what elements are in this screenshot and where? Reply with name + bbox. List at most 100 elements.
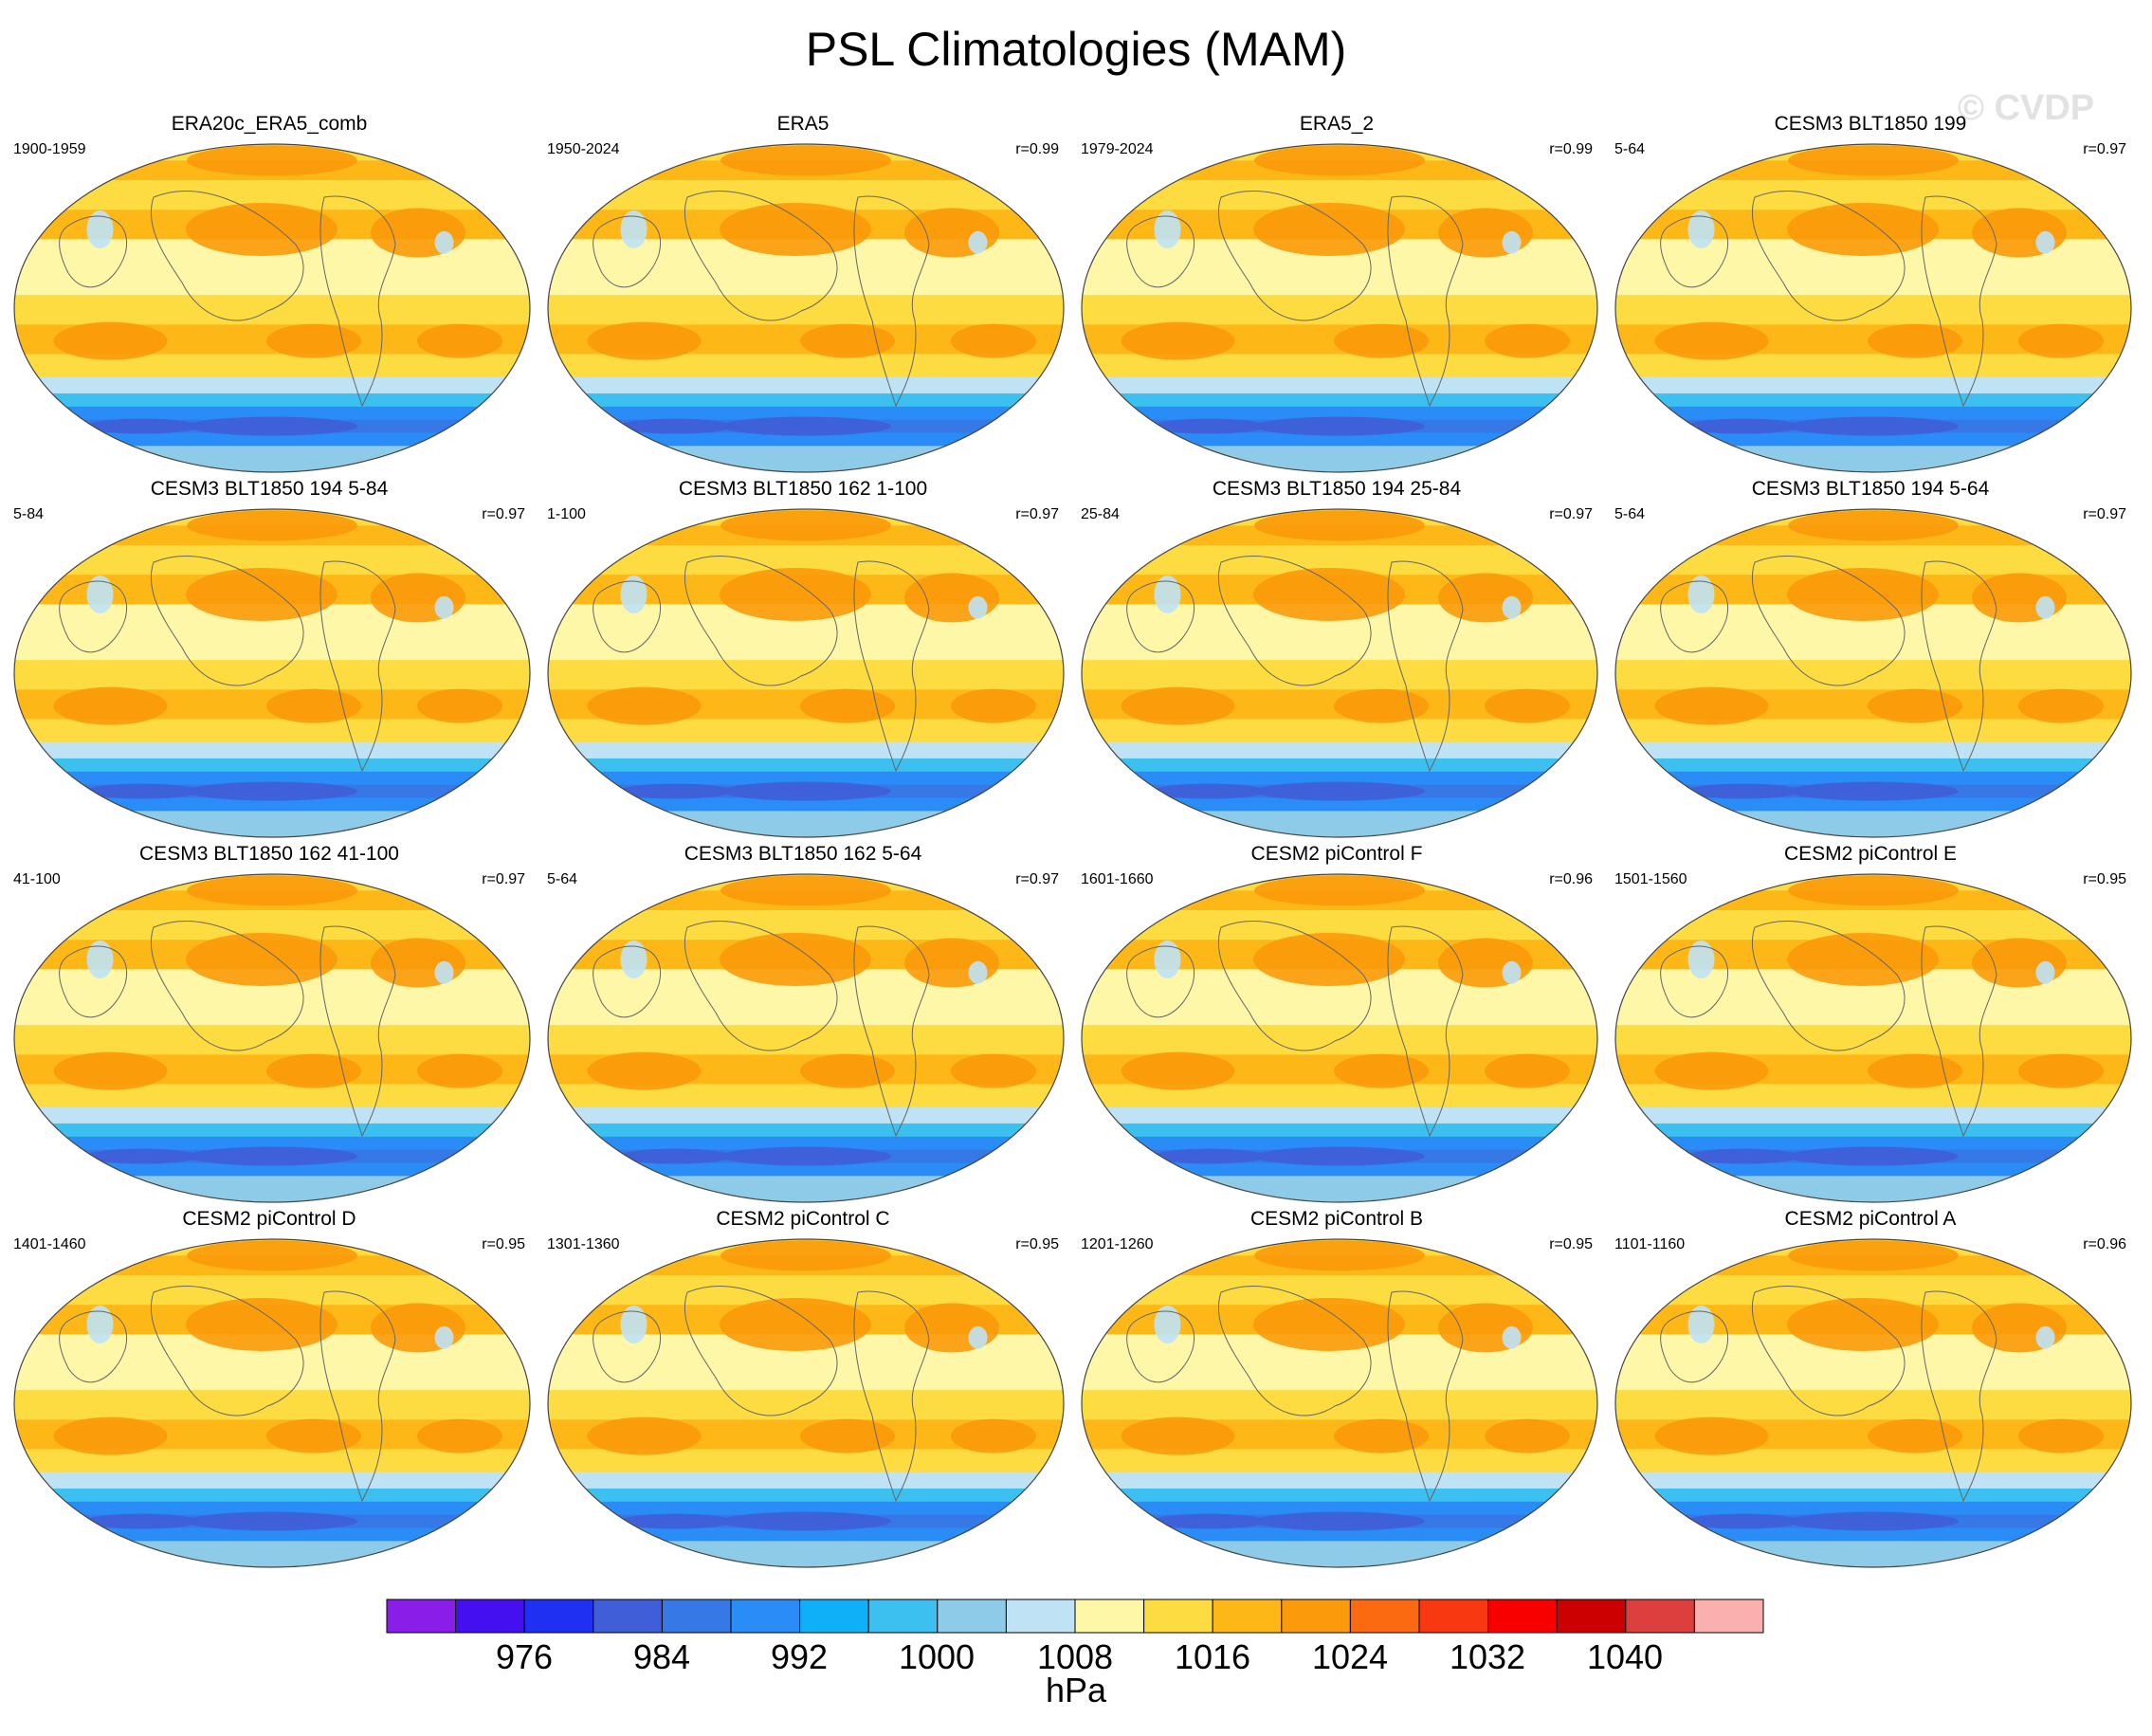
- psl-band: [14, 741, 530, 759]
- panel-correlation: r=0.95: [2083, 871, 2126, 887]
- psl-band: [548, 1390, 1064, 1421]
- continent-outline: [1217, 921, 1372, 1051]
- colorbar-tick-label: 976: [495, 1637, 554, 1676]
- psl-contour: [951, 1053, 1036, 1088]
- panel-title: CESM3 BLT1850 199: [1774, 113, 1967, 135]
- psl-contour: [1485, 688, 1570, 723]
- map-panel: CESM3 BLT1850 194 5-84 5-84 r=0.97: [4, 477, 535, 841]
- psl-band: [1082, 1106, 1597, 1124]
- psl-contour: [1334, 323, 1429, 358]
- psl-contour: [1253, 202, 1405, 256]
- panel-years: 5-64: [1614, 141, 1646, 157]
- psl-contour: [86, 210, 114, 248]
- psl-band: [14, 1471, 530, 1489]
- colorbar-tick-label: 1016: [1174, 1637, 1251, 1676]
- psl-map: [1614, 143, 2132, 473]
- psl-contour: [53, 1051, 168, 1090]
- psl-contour: [186, 202, 337, 256]
- panel-years: 1601-1660: [1081, 871, 1154, 887]
- psl-contour: [187, 781, 357, 801]
- panel-correlation: r=0.97: [482, 506, 525, 522]
- panel-title: CESM3 BLT1850 162 5-64: [684, 843, 922, 865]
- panel-years: 1501-1560: [1614, 871, 1687, 887]
- map-panel: CESM3 BLT1850 194 25-84 25-84 r=0.97: [1071, 477, 1602, 841]
- colorbar-box: [1349, 1599, 1420, 1634]
- continent-outline: [853, 195, 930, 408]
- psl-band: [548, 376, 1064, 394]
- psl-contour: [187, 510, 357, 541]
- globe-border: [13, 1238, 531, 1568]
- psl-map: [13, 143, 531, 473]
- panel-correlation: r=0.95: [1549, 1236, 1593, 1252]
- psl-band: [1082, 432, 1597, 448]
- psl-contour: [84, 1148, 199, 1164]
- psl-band: [548, 1501, 1064, 1516]
- continent-outline: [1217, 1286, 1372, 1416]
- globe-border: [13, 508, 531, 838]
- psl-contour: [620, 1305, 647, 1343]
- psl-band: [1082, 1136, 1597, 1151]
- panel-years: 1979-2024: [1081, 141, 1154, 157]
- psl-contour: [1788, 416, 1959, 436]
- psl-contour: [1254, 875, 1425, 906]
- panel-years: 5-64: [1614, 506, 1646, 522]
- psl-contour: [968, 230, 988, 254]
- psl-band: [548, 1162, 1064, 1178]
- panel-title: CESM2 piControl E: [1783, 843, 1958, 865]
- panel-correlation: r=0.95: [1015, 1236, 1059, 1252]
- panel-title: CESM3 BLT1850 162 1-100: [678, 478, 928, 500]
- continent-outline: [593, 1310, 662, 1383]
- colorbar-box: [523, 1599, 594, 1634]
- psl-band: [548, 406, 1064, 421]
- continent-outline: [1751, 191, 1906, 321]
- psl-contour: [800, 323, 895, 358]
- colorbar-tick-label: 984: [632, 1637, 691, 1676]
- colorbar-box: [799, 1599, 869, 1634]
- psl-contour: [187, 875, 357, 906]
- panel-title: CESM2 piControl B: [1249, 1208, 1424, 1230]
- psl-band: [14, 295, 530, 326]
- psl-band: [1615, 1527, 2131, 1543]
- continent-outline: [1217, 191, 1372, 321]
- colorbar-tick-label: 1024: [1311, 1637, 1389, 1676]
- continent-outline: [1660, 945, 1729, 1018]
- psl-band: [1082, 1162, 1597, 1178]
- psl-contour: [1152, 1513, 1267, 1529]
- continent-outline: [684, 1286, 838, 1416]
- psl-contour: [618, 1513, 733, 1529]
- psl-contour: [434, 1325, 454, 1349]
- continent-outline: [684, 191, 838, 321]
- psl-band: [14, 1488, 530, 1503]
- colorbar: [386, 1599, 1764, 1634]
- psl-band: [1615, 1488, 2131, 1503]
- psl-contour: [587, 686, 702, 725]
- colorbar-box: [593, 1599, 663, 1634]
- psl-contour: [86, 575, 114, 613]
- psl-contour: [84, 783, 199, 799]
- psl-band: [1082, 758, 1597, 773]
- psl-contour: [2018, 323, 2104, 358]
- psl-contour: [2018, 688, 2104, 723]
- psl-band: [1082, 1541, 1597, 1567]
- continent-outline: [1921, 560, 1997, 773]
- psl-contour: [186, 1297, 337, 1351]
- continent-outline: [59, 215, 128, 288]
- figure-title: PSL Climatologies (MAM): [805, 23, 1347, 76]
- continent-outline: [1751, 1286, 1906, 1416]
- psl-contour: [1254, 416, 1425, 436]
- psl-band: [14, 376, 530, 394]
- psl-band: [14, 1527, 530, 1543]
- continent-outline: [684, 556, 838, 686]
- psl-contour: [1253, 932, 1405, 986]
- continent-outline: [1387, 1290, 1464, 1503]
- psl-contour: [1686, 783, 1800, 799]
- psl-map: [547, 143, 1065, 473]
- continent-outline: [853, 925, 930, 1138]
- psl-contour: [968, 1325, 988, 1349]
- psl-band: [548, 1136, 1064, 1151]
- psl-contour: [1868, 1053, 1962, 1088]
- map-panel: CESM3 BLT1850 162 1-100 1-100 r=0.97: [538, 477, 1068, 841]
- panel-correlation: r=0.97: [2083, 506, 2126, 522]
- psl-contour: [1787, 202, 1939, 256]
- globe-border: [1081, 143, 1598, 473]
